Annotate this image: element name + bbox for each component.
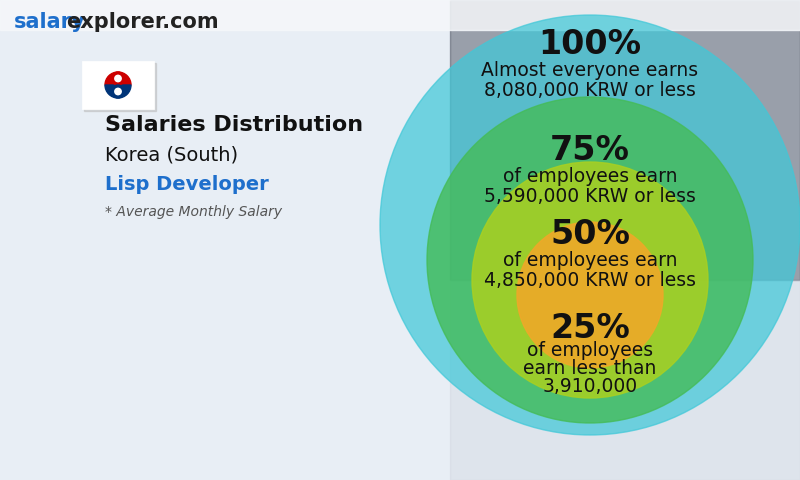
- Text: salary: salary: [14, 12, 86, 32]
- Text: 8,080,000 KRW or less: 8,080,000 KRW or less: [484, 82, 696, 100]
- Text: 4,850,000 KRW or less: 4,850,000 KRW or less: [484, 272, 696, 290]
- Text: Almost everyone earns: Almost everyone earns: [482, 61, 698, 81]
- Text: * Average Monthly Salary: * Average Monthly Salary: [105, 205, 282, 219]
- Wedge shape: [105, 72, 131, 85]
- Bar: [0, 0, 800, 30]
- Circle shape: [427, 97, 753, 423]
- Text: earn less than: earn less than: [523, 359, 657, 377]
- Bar: [82, 61, 154, 109]
- Text: 75%: 75%: [550, 133, 630, 167]
- Circle shape: [517, 222, 663, 368]
- Text: Salaries Distribution: Salaries Distribution: [105, 115, 363, 135]
- Bar: [450, 0, 800, 280]
- Text: 50%: 50%: [550, 218, 630, 252]
- Text: of employees earn: of employees earn: [502, 252, 678, 271]
- Text: Lisp Developer: Lisp Developer: [105, 176, 269, 194]
- Wedge shape: [105, 85, 131, 98]
- Text: of employees earn: of employees earn: [502, 167, 678, 185]
- Circle shape: [115, 75, 122, 82]
- Circle shape: [111, 72, 125, 85]
- Text: explorer.com: explorer.com: [66, 12, 218, 32]
- Circle shape: [472, 162, 708, 398]
- Bar: [450, 280, 800, 480]
- Text: of employees: of employees: [527, 340, 653, 360]
- Circle shape: [380, 15, 800, 435]
- Text: 25%: 25%: [550, 312, 630, 345]
- Text: Korea (South): Korea (South): [105, 145, 238, 165]
- Bar: [84, 63, 156, 111]
- Circle shape: [111, 85, 125, 98]
- Text: 100%: 100%: [538, 28, 642, 61]
- Circle shape: [115, 88, 122, 95]
- Text: 5,590,000 KRW or less: 5,590,000 KRW or less: [484, 187, 696, 205]
- Text: 3,910,000: 3,910,000: [542, 376, 638, 396]
